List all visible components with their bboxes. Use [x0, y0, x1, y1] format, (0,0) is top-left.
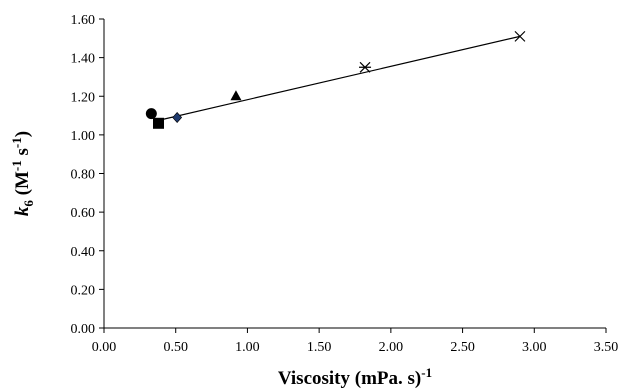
x-tick-label: 0.50 [163, 340, 188, 355]
y-tick-label: 0.00 [71, 322, 96, 337]
y-tick-label: 0.40 [71, 245, 96, 260]
data-point-triangle [230, 90, 242, 101]
y-tick-label: 1.40 [71, 52, 96, 67]
y-axis-title-mid: s [12, 148, 33, 160]
data-points [145, 30, 526, 129]
y-axis-title-sub: 6 [21, 200, 36, 207]
y-tick-label: 1.20 [71, 90, 96, 105]
y-tick-label: 0.60 [71, 206, 96, 221]
y-tick-label: 0.80 [71, 168, 96, 183]
x-tick-label: 1.00 [235, 340, 260, 355]
x-tick-label: 0.00 [92, 340, 117, 355]
x-axis-title-sup: -1 [421, 365, 432, 380]
y-axis-title-sup1: -1 [9, 160, 24, 171]
y-tick-label: 1.60 [71, 13, 96, 28]
x-tick-label: 1.50 [307, 340, 332, 355]
x-axis-title-main: Viscosity (mPa. s) [278, 368, 421, 389]
x-axis-title: Viscosity (mPa. s)-1 [278, 365, 432, 389]
x-tick-label: 3.00 [522, 340, 547, 355]
x-tick-label: 3.50 [594, 340, 619, 355]
x-tick-label: 2.50 [450, 340, 475, 355]
data-point-cross [514, 30, 526, 42]
x-tick-label: 2.00 [379, 340, 404, 355]
data-point-circle [145, 108, 157, 120]
data-point-asterisk [359, 61, 372, 73]
y-tick-label: 0.20 [71, 283, 96, 298]
trendline [154, 35, 521, 122]
y-axis-title-sup2: -1 [9, 137, 24, 148]
y-axis-title: k6 (M-1 s-1) [9, 131, 36, 216]
data-point-square [153, 117, 165, 129]
y-axis-title-open: (M [12, 171, 33, 200]
y-axis-title-k: k [12, 206, 33, 216]
y-axis-title-close: ) [12, 131, 33, 137]
y-tick-label: 1.00 [71, 129, 96, 144]
y-axis-ticks: 0.00 0.20 0.40 0.60 0.80 1.00 1.20 1.40 1.60 [71, 13, 104, 337]
x-axis-ticks: 0.00 0.50 1.00 1.50 2.00 2.50 3.00 3.50 [92, 328, 619, 355]
data-point-diamond [172, 112, 183, 123]
plot-area: 0.00 0.20 0.40 0.60 0.80 1.00 1.20 1.40 1.60 0.0… [71, 13, 619, 355]
